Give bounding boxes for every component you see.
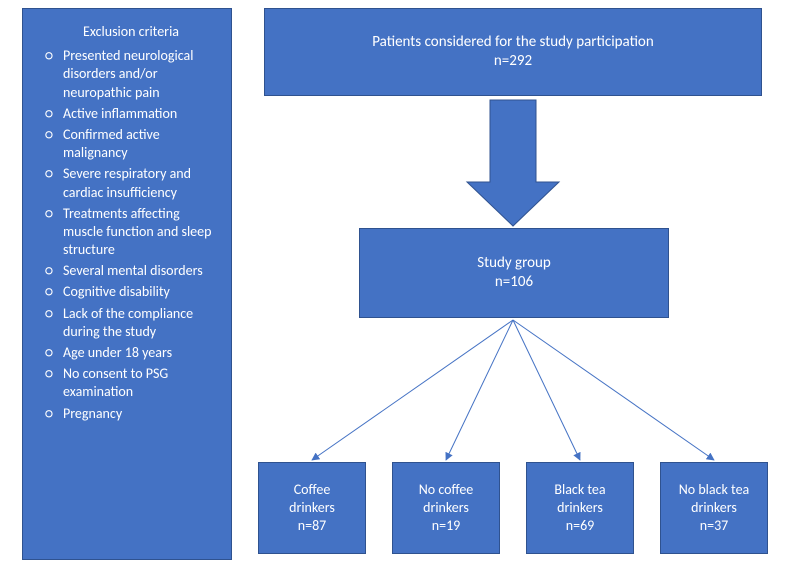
node-patients-line1: Patients considered for the study partic… [372,33,653,53]
edge [513,320,714,460]
node-tea-line2: drinkers [557,499,603,517]
big-arrow [467,100,559,226]
edge [513,320,580,460]
node-tea-line3: n=69 [566,517,595,535]
exclusion-criteria-item: Active inflammation [45,105,217,123]
node-notea-line1: No black tea [679,481,750,499]
exclusion-criteria-title: Exclusion criteria [45,23,217,41]
edge [446,320,513,460]
exclusion-criteria-item: Cognitive disability [45,283,217,301]
node-nocoffee: No coffee drinkers n=19 [392,462,500,554]
node-notea: No black tea drinkers n=37 [660,462,768,554]
node-tea: Black tea drinkers n=69 [526,462,634,554]
exclusion-criteria-item: Presented neurological disorders and/or … [45,47,217,102]
node-study: Study group n=106 [359,228,669,318]
node-coffee-line1: Coffee [294,481,331,499]
exclusion-criteria-item: Confirmed active malignancy [45,126,217,162]
exclusion-criteria-box: Exclusion criteria Presented neurologica… [22,8,232,560]
node-nocoffee-line1: No coffee [419,481,474,499]
exclusion-criteria-item: Lack of the compliance during the study [45,305,217,341]
exclusion-criteria-item: Pregnancy [45,405,217,423]
node-notea-line3: n=37 [700,517,729,535]
node-study-line2: n=106 [495,273,533,293]
node-coffee: Coffee drinkers n=87 [258,462,366,554]
edge [312,320,513,460]
node-nocoffee-line3: n=19 [432,517,461,535]
node-nocoffee-line2: drinkers [423,499,469,517]
node-coffee-line2: drinkers [289,499,335,517]
exclusion-criteria-item: No consent to PSG examination [45,365,217,401]
exclusion-criteria-item: Treatments affecting muscle function and… [45,205,217,260]
node-coffee-line3: n=87 [298,517,327,535]
node-study-line1: Study group [477,254,551,274]
exclusion-criteria-item: Severe respiratory and cardiac insuffici… [45,165,217,201]
exclusion-criteria-item: Several mental disorders [45,262,217,280]
node-tea-line1: Black tea [554,481,605,499]
exclusion-criteria-item: Age under 18 years [45,344,217,362]
node-patients-line2: n=292 [494,52,532,72]
exclusion-criteria-list: Presented neurological disorders and/or … [45,47,217,423]
node-notea-line2: drinkers [691,499,737,517]
node-patients: Patients considered for the study partic… [264,8,762,96]
